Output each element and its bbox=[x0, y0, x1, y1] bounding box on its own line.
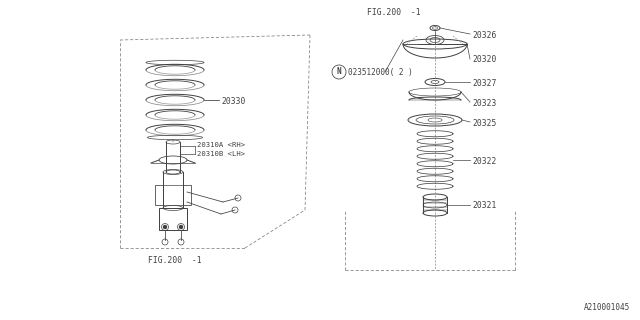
Bar bbox=[159, 208, 187, 230]
Text: 20330: 20330 bbox=[221, 97, 245, 106]
Circle shape bbox=[163, 226, 166, 228]
Text: 20322: 20322 bbox=[472, 156, 497, 165]
Text: 023512000( 2 ): 023512000( 2 ) bbox=[348, 68, 413, 76]
Text: 20326: 20326 bbox=[472, 30, 497, 39]
Text: 20327: 20327 bbox=[472, 78, 497, 87]
Text: N: N bbox=[337, 68, 341, 76]
Bar bbox=[155, 185, 163, 205]
Text: 20320: 20320 bbox=[472, 55, 497, 65]
Text: 20323: 20323 bbox=[472, 99, 497, 108]
Text: FIG.200  -1: FIG.200 -1 bbox=[367, 8, 420, 17]
Text: 20321: 20321 bbox=[472, 202, 497, 211]
Text: FIG.200  -1: FIG.200 -1 bbox=[148, 256, 202, 265]
Text: 20325: 20325 bbox=[472, 118, 497, 127]
Text: A210001045: A210001045 bbox=[584, 303, 630, 312]
Circle shape bbox=[179, 226, 182, 228]
Text: 20310B <LH>: 20310B <LH> bbox=[197, 151, 245, 157]
Bar bbox=[183, 185, 191, 205]
Text: 20310A <RH>: 20310A <RH> bbox=[197, 142, 245, 148]
